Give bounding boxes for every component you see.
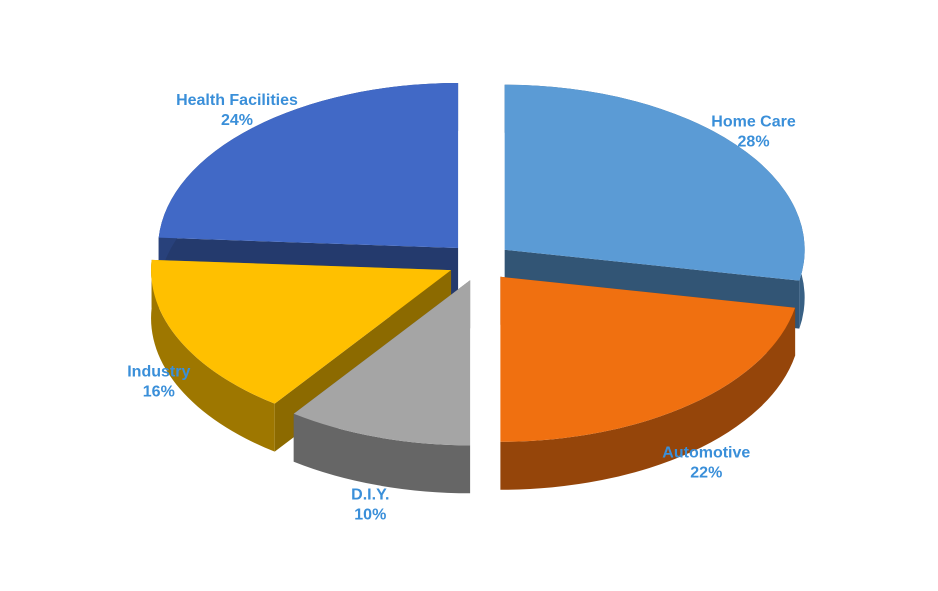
slice-side: [500, 307, 796, 490]
slice-label: D.I.Y.: [351, 487, 389, 504]
slice-label: Health Facilities: [176, 92, 298, 109]
slice: [504, 84, 805, 281]
slice-value-label: 16%: [143, 383, 175, 400]
slice-value-label: 24%: [221, 112, 253, 129]
slice-value-label: 22%: [690, 464, 722, 481]
slice: [293, 280, 471, 446]
slice-side: [293, 413, 471, 494]
slice-side: [151, 259, 275, 452]
slice-value-label: 10%: [354, 507, 386, 524]
slice-label: Industry: [127, 363, 190, 380]
slice: [293, 280, 471, 494]
slice: [500, 276, 796, 442]
slice: [500, 276, 796, 490]
slice: [158, 83, 459, 249]
slice: [151, 259, 452, 404]
slice-label: Home Care: [711, 113, 796, 130]
slice-label: Automotive: [662, 444, 750, 461]
slice-value-label: 28%: [738, 133, 770, 150]
